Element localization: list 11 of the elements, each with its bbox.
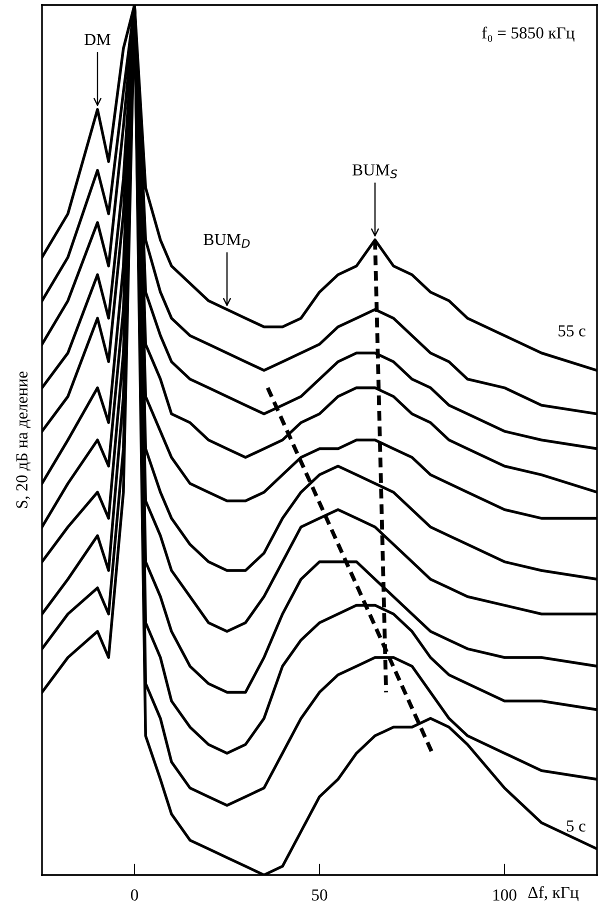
y-axis-title: S, 20 дБ на деление	[16, 372, 31, 508]
x-tick-label: 100	[493, 889, 516, 901]
annotation: BUM$_{D}$	[204, 234, 250, 248]
x-tick-label: 50	[312, 889, 328, 901]
x-tick-label: 0	[130, 889, 138, 901]
annotation: f₀ = 5850 кГц	[482, 26, 574, 42]
annotation: BUM$_{S}$	[352, 164, 398, 178]
series-label: 5 с	[566, 820, 586, 832]
annotation: DM	[84, 34, 110, 45]
x-axis-title: Δf, кГц	[528, 886, 579, 902]
series-label: 55 с	[558, 325, 586, 336]
